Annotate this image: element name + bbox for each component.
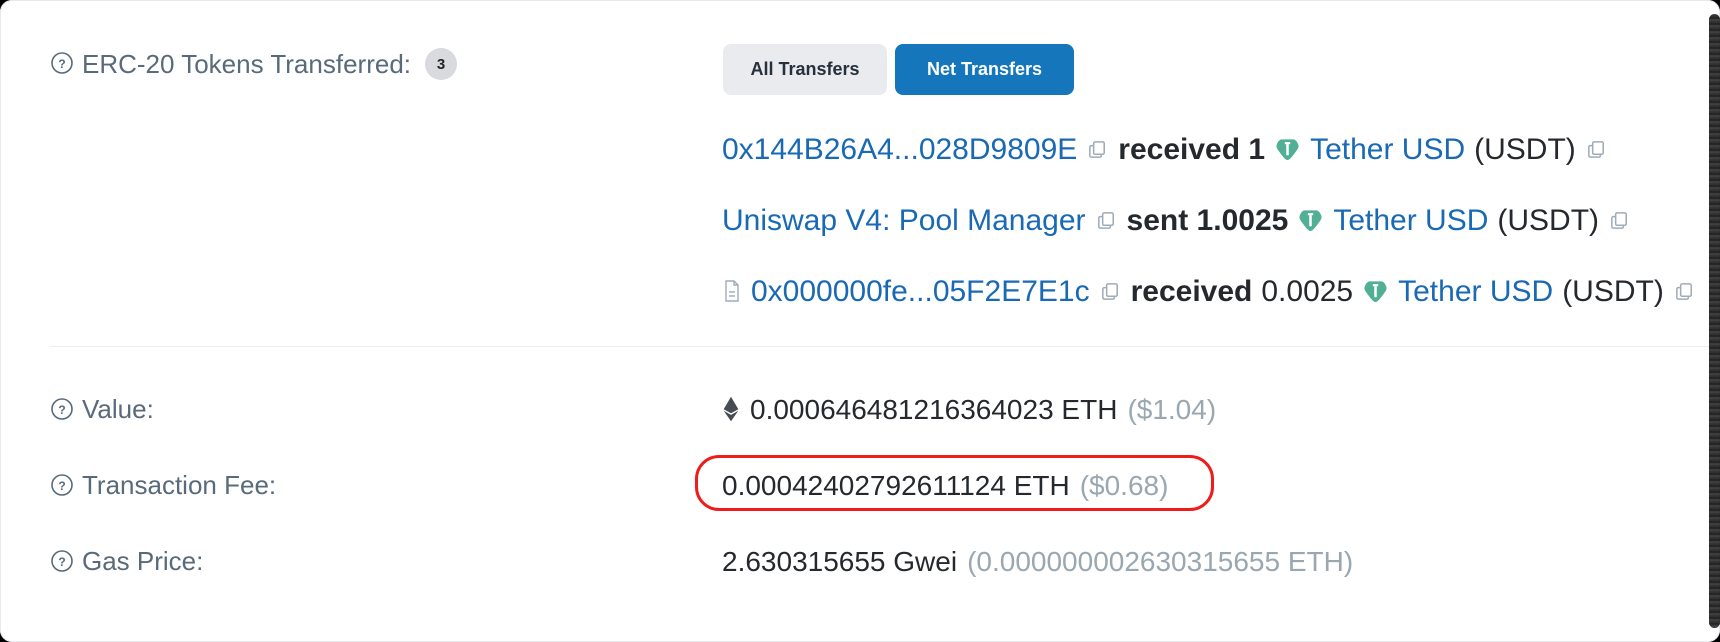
svg-text:?: ? (58, 479, 65, 493)
svg-text:?: ? (58, 57, 65, 71)
svg-text:?: ? (58, 555, 65, 569)
svg-text:?: ? (58, 403, 65, 417)
